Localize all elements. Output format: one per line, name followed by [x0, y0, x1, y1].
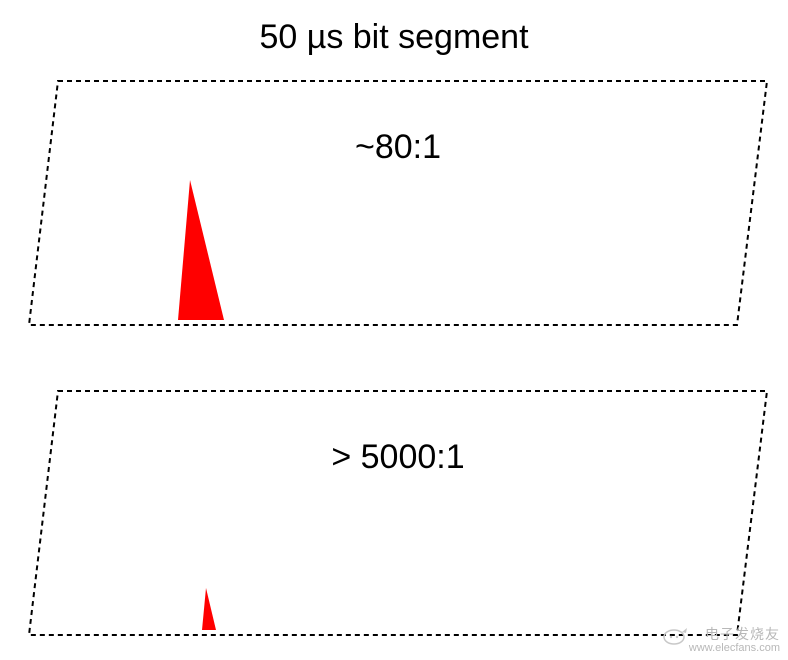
box1-triangle-svg — [178, 180, 224, 320]
box2-svg — [28, 390, 768, 636]
box1-outline — [28, 80, 768, 326]
segment-box-1: ~80:1 — [28, 80, 768, 326]
box2-pulse-triangle — [202, 588, 216, 635]
box1-svg — [28, 80, 768, 326]
box1-ratio-label: ~80:1 — [28, 128, 768, 167]
box1-pulse-triangle — [178, 180, 224, 325]
box2-triangle-svg — [202, 588, 216, 630]
diagram-title: 50 µs bit segment — [0, 18, 788, 57]
box2-label-text: > 5000:1 — [331, 438, 464, 476]
watermark-text: 电子发烧友 www.elecfans.com — [689, 627, 780, 654]
watermark-line2: www.elecfans.com — [689, 642, 780, 654]
title-text: 50 µs bit segment — [259, 18, 528, 56]
box2-outline — [28, 390, 768, 636]
box1-label-text: ~80:1 — [355, 128, 441, 166]
segment-box-2: > 5000:1 — [28, 390, 768, 636]
watermark-line1: 电子发烧友 — [689, 627, 780, 642]
watermark-icon — [662, 623, 690, 652]
box2-ratio-label: > 5000:1 — [28, 438, 768, 477]
